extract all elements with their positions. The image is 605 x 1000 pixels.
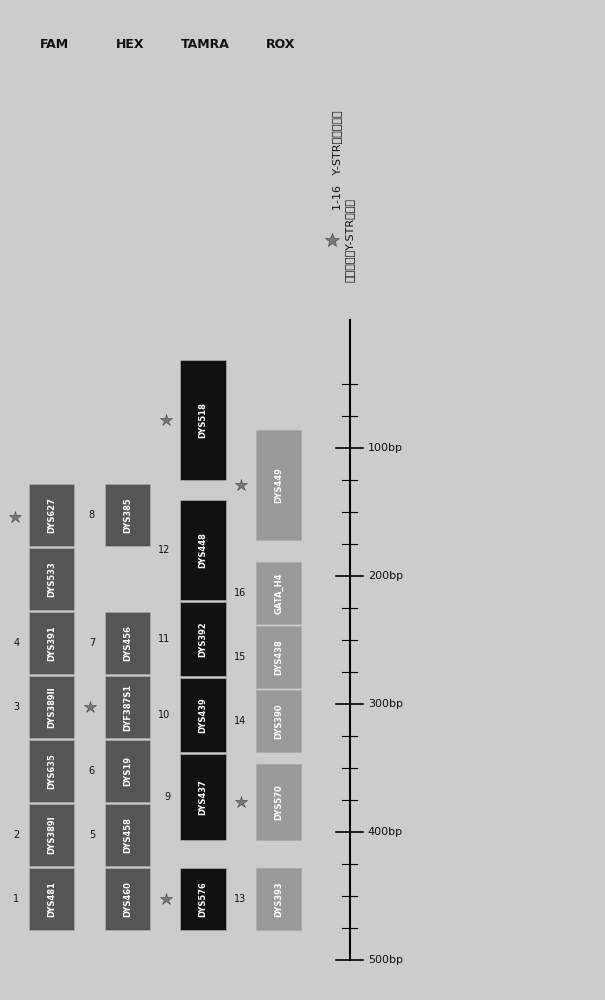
Text: DYS576: DYS576 — [198, 881, 208, 917]
Text: ROX: ROX — [266, 38, 295, 51]
Text: 10: 10 — [159, 710, 171, 720]
Text: DYS389I: DYS389I — [47, 816, 56, 854]
Text: DYS392: DYS392 — [198, 621, 208, 657]
Text: DYS533: DYS533 — [47, 561, 56, 597]
Text: FAM: FAM — [40, 38, 69, 51]
Bar — [29, 804, 74, 866]
Bar — [180, 500, 226, 600]
Text: 5: 5 — [89, 830, 95, 840]
Bar — [105, 676, 150, 738]
Text: 1-16   Y-STR核心基因座: 1-16 Y-STR核心基因座 — [332, 110, 342, 210]
Text: DYS460: DYS460 — [123, 881, 132, 917]
Text: 500bp: 500bp — [368, 955, 403, 965]
Bar — [29, 484, 74, 546]
Bar — [180, 602, 226, 676]
Text: DYS449: DYS449 — [274, 467, 283, 503]
Text: 6: 6 — [89, 766, 95, 776]
Text: DYS635: DYS635 — [47, 753, 56, 789]
Text: 7: 7 — [89, 638, 95, 648]
Bar — [256, 562, 301, 624]
Bar — [256, 868, 301, 930]
Text: 8: 8 — [89, 510, 95, 520]
Text: DYS627: DYS627 — [47, 497, 56, 533]
Text: DYS481: DYS481 — [47, 881, 56, 917]
Bar — [29, 612, 74, 674]
Text: 15: 15 — [234, 652, 246, 662]
Text: 200bp: 200bp — [368, 571, 403, 581]
Bar — [29, 548, 74, 610]
Text: HEX: HEX — [116, 38, 145, 51]
Text: DYS390: DYS390 — [274, 703, 283, 739]
Text: 3: 3 — [13, 702, 19, 712]
Text: DYF387S1: DYF387S1 — [123, 683, 132, 731]
Bar — [180, 678, 226, 752]
Text: 100bp: 100bp — [368, 443, 403, 453]
Bar — [29, 676, 74, 738]
Text: 300bp: 300bp — [368, 699, 403, 709]
Bar — [180, 754, 226, 840]
Text: DYS391: DYS391 — [47, 625, 56, 661]
Text: 12: 12 — [159, 545, 171, 555]
Text: DYS458: DYS458 — [123, 817, 132, 853]
Text: DYS393: DYS393 — [274, 881, 283, 917]
Text: 2: 2 — [13, 830, 19, 840]
Bar — [29, 868, 74, 930]
Text: 9: 9 — [165, 792, 171, 802]
Text: 快速突变型Y-STR基因座: 快速突变型Y-STR基因座 — [345, 198, 355, 282]
Bar — [105, 868, 150, 930]
Text: 14: 14 — [234, 716, 246, 726]
Text: DYS437: DYS437 — [198, 779, 208, 815]
Text: 1: 1 — [13, 894, 19, 904]
Text: 13: 13 — [234, 894, 246, 904]
Text: DYS456: DYS456 — [123, 625, 132, 661]
Bar — [256, 430, 301, 540]
Text: DYS385: DYS385 — [123, 497, 132, 533]
Bar — [105, 612, 150, 674]
Bar — [105, 804, 150, 866]
Text: DYS438: DYS438 — [274, 639, 283, 675]
Text: GATA_H4: GATA_H4 — [274, 572, 283, 614]
Text: 400bp: 400bp — [368, 827, 403, 837]
Text: 11: 11 — [159, 634, 171, 644]
Bar — [105, 740, 150, 802]
Text: DYS439: DYS439 — [198, 697, 208, 733]
Text: DYS570: DYS570 — [274, 784, 283, 820]
Text: DYS389II: DYS389II — [47, 686, 56, 728]
Bar — [256, 626, 301, 688]
Bar — [29, 740, 74, 802]
Bar — [105, 484, 150, 546]
Bar — [180, 360, 226, 480]
Text: 16: 16 — [234, 588, 246, 598]
Bar — [256, 690, 301, 752]
Text: DYS19: DYS19 — [123, 756, 132, 786]
Text: DYS448: DYS448 — [198, 532, 208, 568]
Bar — [180, 868, 226, 930]
Text: DYS518: DYS518 — [198, 402, 208, 438]
Bar — [256, 764, 301, 840]
Text: TAMRA: TAMRA — [182, 38, 230, 51]
Text: 4: 4 — [13, 638, 19, 648]
